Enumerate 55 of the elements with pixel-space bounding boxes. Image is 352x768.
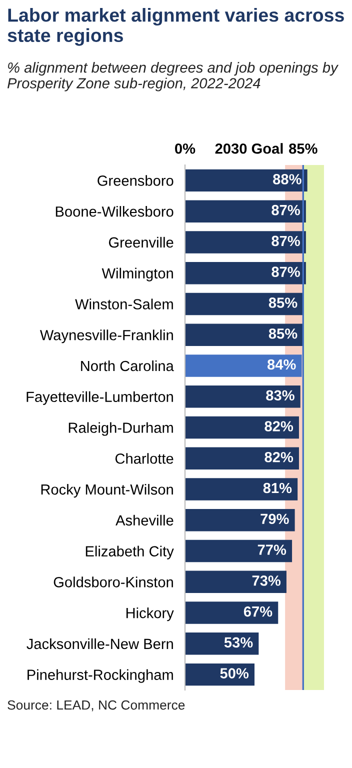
y-tick-label: Greensboro [98, 175, 174, 186]
y-tick-label: Rocky Mount-Wilson [41, 484, 173, 498]
chart-title: Labor market alignment varies across state regions [8, 8, 344, 46]
bar [185, 416, 299, 439]
y-tick-label: Elizabeth City [86, 546, 174, 560]
y-tick-label: Wilmington [102, 268, 173, 282]
y-tick-label: Asheville [116, 514, 174, 526]
source-note: Source: LEAD, NC Commerce [8, 700, 185, 712]
bar [185, 509, 295, 532]
y-tick-label: North Carolina [81, 360, 174, 372]
data-label: 82% [264, 452, 294, 462]
bar [185, 540, 292, 562]
x-tick-label: 0% [175, 143, 196, 154]
bar [185, 632, 259, 655]
data-label: 87% [272, 204, 300, 216]
y-tick-label: Raleigh-Durham [68, 422, 173, 436]
data-label: 79% [260, 514, 289, 524]
bar [185, 169, 308, 192]
bar [185, 231, 306, 254]
data-label: 87% [272, 236, 300, 246]
bar [185, 478, 298, 500]
bar [185, 324, 304, 346]
bar [185, 570, 286, 594]
data-label: 83% [266, 390, 294, 401]
ref-line-label: 2030 Goal [215, 143, 283, 154]
data-label: 50% [220, 668, 249, 678]
data-label: 88% [273, 174, 302, 184]
y-tick-label: Goldsboro-Kinston [54, 576, 173, 588]
bar [185, 292, 304, 316]
chart-subtitle: % alignment between degrees and job openings by Prosperity Zone sub-region, 2022-2024 [7, 62, 339, 92]
y-tick-label: Winston-Salem [75, 298, 173, 310]
y-tick-label: Fayetteville-Lumberton [26, 391, 173, 405]
data-label: 85% [268, 328, 298, 339]
y-tick-label: Hickory [126, 608, 174, 622]
y-tick-label: Jacksonville-New Bern [26, 638, 173, 650]
data-label: 85% [268, 298, 298, 308]
data-label: 87% [272, 266, 300, 278]
y-tick-label: Charlotte [115, 453, 174, 464]
y-tick-label: Greenville [108, 236, 174, 248]
bar [185, 386, 300, 408]
data-label: 84% [267, 359, 296, 370]
data-label: 77% [258, 544, 286, 555]
data-label: 73% [252, 576, 281, 586]
y-tick-label: Pinehurst-Rockingham [28, 669, 173, 683]
bar [185, 663, 254, 686]
bar [185, 262, 306, 284]
data-label: 53% [224, 637, 253, 648]
data-label: 82% [264, 421, 294, 432]
y-tick-label: Waynesville-Franklin [40, 330, 173, 344]
data-label: 67% [244, 606, 272, 617]
bar [185, 447, 299, 470]
data-label: 81% [263, 482, 292, 494]
bar [185, 200, 306, 222]
bar [185, 602, 278, 624]
y-tick-label: Boone-Wilkesboro [56, 206, 174, 217]
